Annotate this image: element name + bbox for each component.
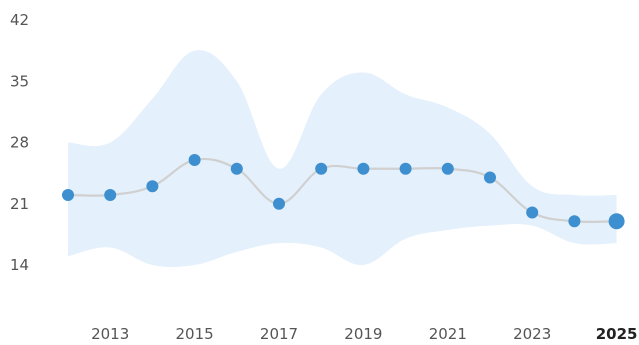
y-tick-label: 21 [10, 195, 29, 213]
x-tick-label: 2015 [176, 325, 214, 343]
data-point-2012[interactable] [62, 189, 74, 201]
data-point-2013[interactable] [104, 189, 117, 201]
x-axis: 2013 2015 2017 2019 2021 2023 2025 [91, 325, 637, 343]
x-tick-label: 2023 [513, 325, 551, 343]
data-point-2022[interactable] [484, 171, 496, 184]
y-tick-label: 42 [10, 11, 29, 29]
data-point-2019[interactable] [357, 162, 370, 175]
data-point-2017[interactable] [273, 197, 285, 210]
x-tick-label: 2019 [344, 325, 382, 343]
y-tick-label: 28 [10, 134, 29, 152]
data-point-2016[interactable] [230, 162, 243, 175]
confidence-band-layer [68, 50, 617, 268]
data-point-2024[interactable] [568, 215, 581, 228]
y-tick-label: 35 [10, 72, 29, 90]
x-tick-label: 2021 [429, 325, 467, 343]
x-tick-label: 2025 [596, 325, 638, 343]
y-axis: 14 21 28 35 42 [10, 11, 29, 274]
y-tick-label: 14 [10, 256, 29, 274]
confidence-band [68, 50, 617, 268]
data-point-2014[interactable] [146, 180, 159, 193]
data-points-layer [62, 154, 625, 230]
data-point-2021[interactable] [441, 162, 454, 175]
data-point-2025[interactable] [608, 213, 625, 230]
data-point-2023[interactable] [526, 206, 539, 219]
x-tick-label: 2017 [260, 325, 298, 343]
data-point-2020[interactable] [399, 162, 412, 175]
data-point-2015[interactable] [188, 154, 201, 166]
data-point-2018[interactable] [315, 162, 328, 175]
x-tick-label: 2013 [91, 325, 129, 343]
